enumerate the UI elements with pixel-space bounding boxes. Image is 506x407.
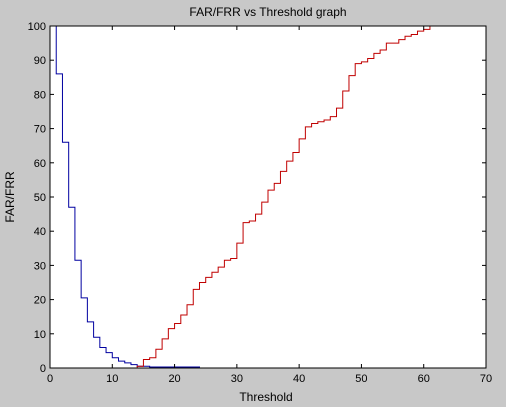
- y-tick-label: 90: [34, 55, 46, 67]
- x-tick-label: 70: [480, 373, 492, 385]
- series-layer: [50, 25, 486, 369]
- y-tick-label: 0: [40, 363, 46, 375]
- y-tick-label: 10: [34, 329, 46, 341]
- series-line-1: [50, 25, 437, 369]
- y-axis: 0 10 20 30 40 50 60 70 80 90 100: [28, 21, 486, 375]
- y-axis-title: FAR/FRR: [3, 171, 17, 223]
- x-tick-label: 40: [293, 373, 305, 385]
- y-tick-label: 70: [34, 124, 46, 136]
- y-tick-label: 40: [34, 226, 46, 238]
- y-tick-label: 80: [34, 89, 46, 101]
- y-tick-label: 100: [28, 21, 46, 33]
- y-tick-label: 60: [34, 158, 46, 170]
- x-axis: 0 10 20 30 40 50 60 70: [47, 26, 492, 385]
- y-tick-label: 50: [34, 192, 46, 204]
- x-tick-label: 0: [47, 373, 53, 385]
- y-tick-label: 30: [34, 260, 46, 272]
- x-tick-label: 50: [355, 373, 367, 385]
- x-tick-label: 20: [168, 373, 180, 385]
- x-tick-label: 10: [106, 373, 118, 385]
- y-tick-label: 20: [34, 295, 46, 307]
- x-tick-label: 60: [418, 373, 430, 385]
- series-line-0: [50, 25, 486, 369]
- x-axis-title: Threshold: [239, 390, 292, 404]
- x-tick-label: 30: [231, 373, 243, 385]
- chart-title: FAR/FRR vs Threshold graph: [189, 5, 346, 19]
